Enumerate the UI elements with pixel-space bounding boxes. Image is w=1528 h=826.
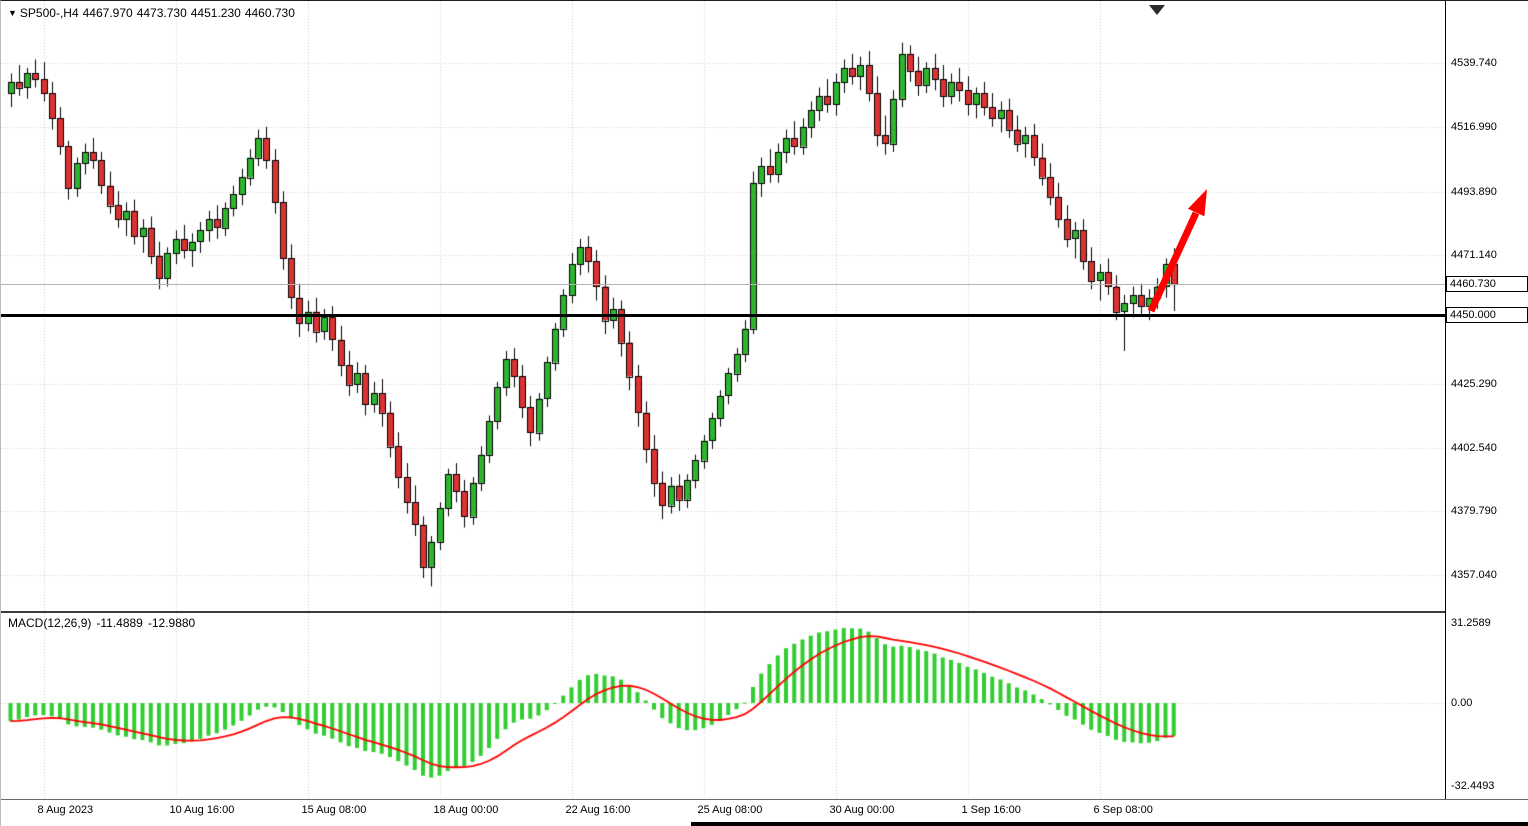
- price-axis-label: 4425.290: [1451, 377, 1497, 390]
- macd-name: MACD(12,26,9): [8, 616, 92, 630]
- macd-indicator-label: MACD(12,26,9) -11.4889 -12.9880: [8, 616, 200, 630]
- time-axis-label: 22 Aug 16:00: [565, 804, 631, 816]
- pane-divider[interactable]: [1, 611, 1528, 613]
- support-price-tag: 4450.000: [1446, 306, 1528, 323]
- time-axis-label: 15 Aug 08:00: [301, 804, 367, 816]
- macd-axis-label: 31.2589: [1451, 616, 1491, 629]
- time-axis-divider: [1, 799, 1528, 800]
- ohlc-low: 4451.230: [190, 6, 241, 20]
- price-axis-separator: [1445, 1, 1446, 799]
- symbol-dropdown-icon[interactable]: ▼: [8, 8, 17, 18]
- arrow-head: [1188, 189, 1207, 217]
- time-axis-label: 8 Aug 2023: [37, 804, 94, 816]
- time-axis-label: 30 Aug 00:00: [829, 804, 895, 816]
- price-axis-label: 4379.790: [1451, 505, 1497, 518]
- price-axis[interactable]: 4460.730 4450.000 4539.740 4516.990 4493.8…: [1446, 1, 1528, 799]
- time-axis-label: 10 Aug 16:00: [169, 804, 235, 816]
- support-line[interactable]: [1, 314, 1445, 317]
- arrow-shaft: [1147, 211, 1200, 313]
- price-axis-label: 4357.040: [1451, 569, 1497, 582]
- time-axis-label: 18 Aug 00:00: [433, 804, 499, 816]
- price-axis-label: 4539.740: [1451, 57, 1497, 69]
- time-axis[interactable]: 8 Aug 2023 10 Aug 16:00 15 Aug 08:00 18 Aug…: [1, 801, 1528, 822]
- ohlc-close: 4460.730: [244, 6, 295, 20]
- macd-axis-label: -32.4493: [1451, 780, 1495, 793]
- bottom-edge-strip: [691, 822, 1528, 826]
- macd-signal-value: -12.9880: [147, 616, 196, 630]
- current-price-line: [1, 284, 1445, 285]
- time-axis-label: 1 Sep 16:00: [961, 804, 1021, 816]
- ohlc-high: 4473.730: [136, 6, 187, 20]
- price-axis-label: 4516.990: [1451, 120, 1497, 133]
- price-axis-label: 4402.540: [1451, 441, 1497, 454]
- price-axis-label: 4471.140: [1451, 249, 1497, 262]
- macd-main-value: -11.4889: [96, 616, 143, 630]
- candlestick-chart-canvas[interactable]: [1, 1, 1445, 799]
- ohlc-open: 4467.970: [82, 6, 133, 20]
- time-axis-label: 25 Aug 08:00: [697, 804, 763, 816]
- chart-shift-marker-icon[interactable]: [1149, 5, 1165, 15]
- time-axis-label: 6 Sep 08:00: [1093, 804, 1153, 816]
- current-price-tag: 4460.730: [1446, 276, 1528, 293]
- symbol-timeframe-label: SP500-,H4: [19, 6, 79, 20]
- macd-axis-label: 0.00: [1451, 697, 1473, 709]
- price-axis-label: 4493.890: [1451, 185, 1497, 198]
- up-arrow-annotation[interactable]: [1133, 179, 1223, 324]
- chart-title: ▼ SP500-,H4 4467.970 4473.730 4451.230 4460.7…: [8, 6, 299, 20]
